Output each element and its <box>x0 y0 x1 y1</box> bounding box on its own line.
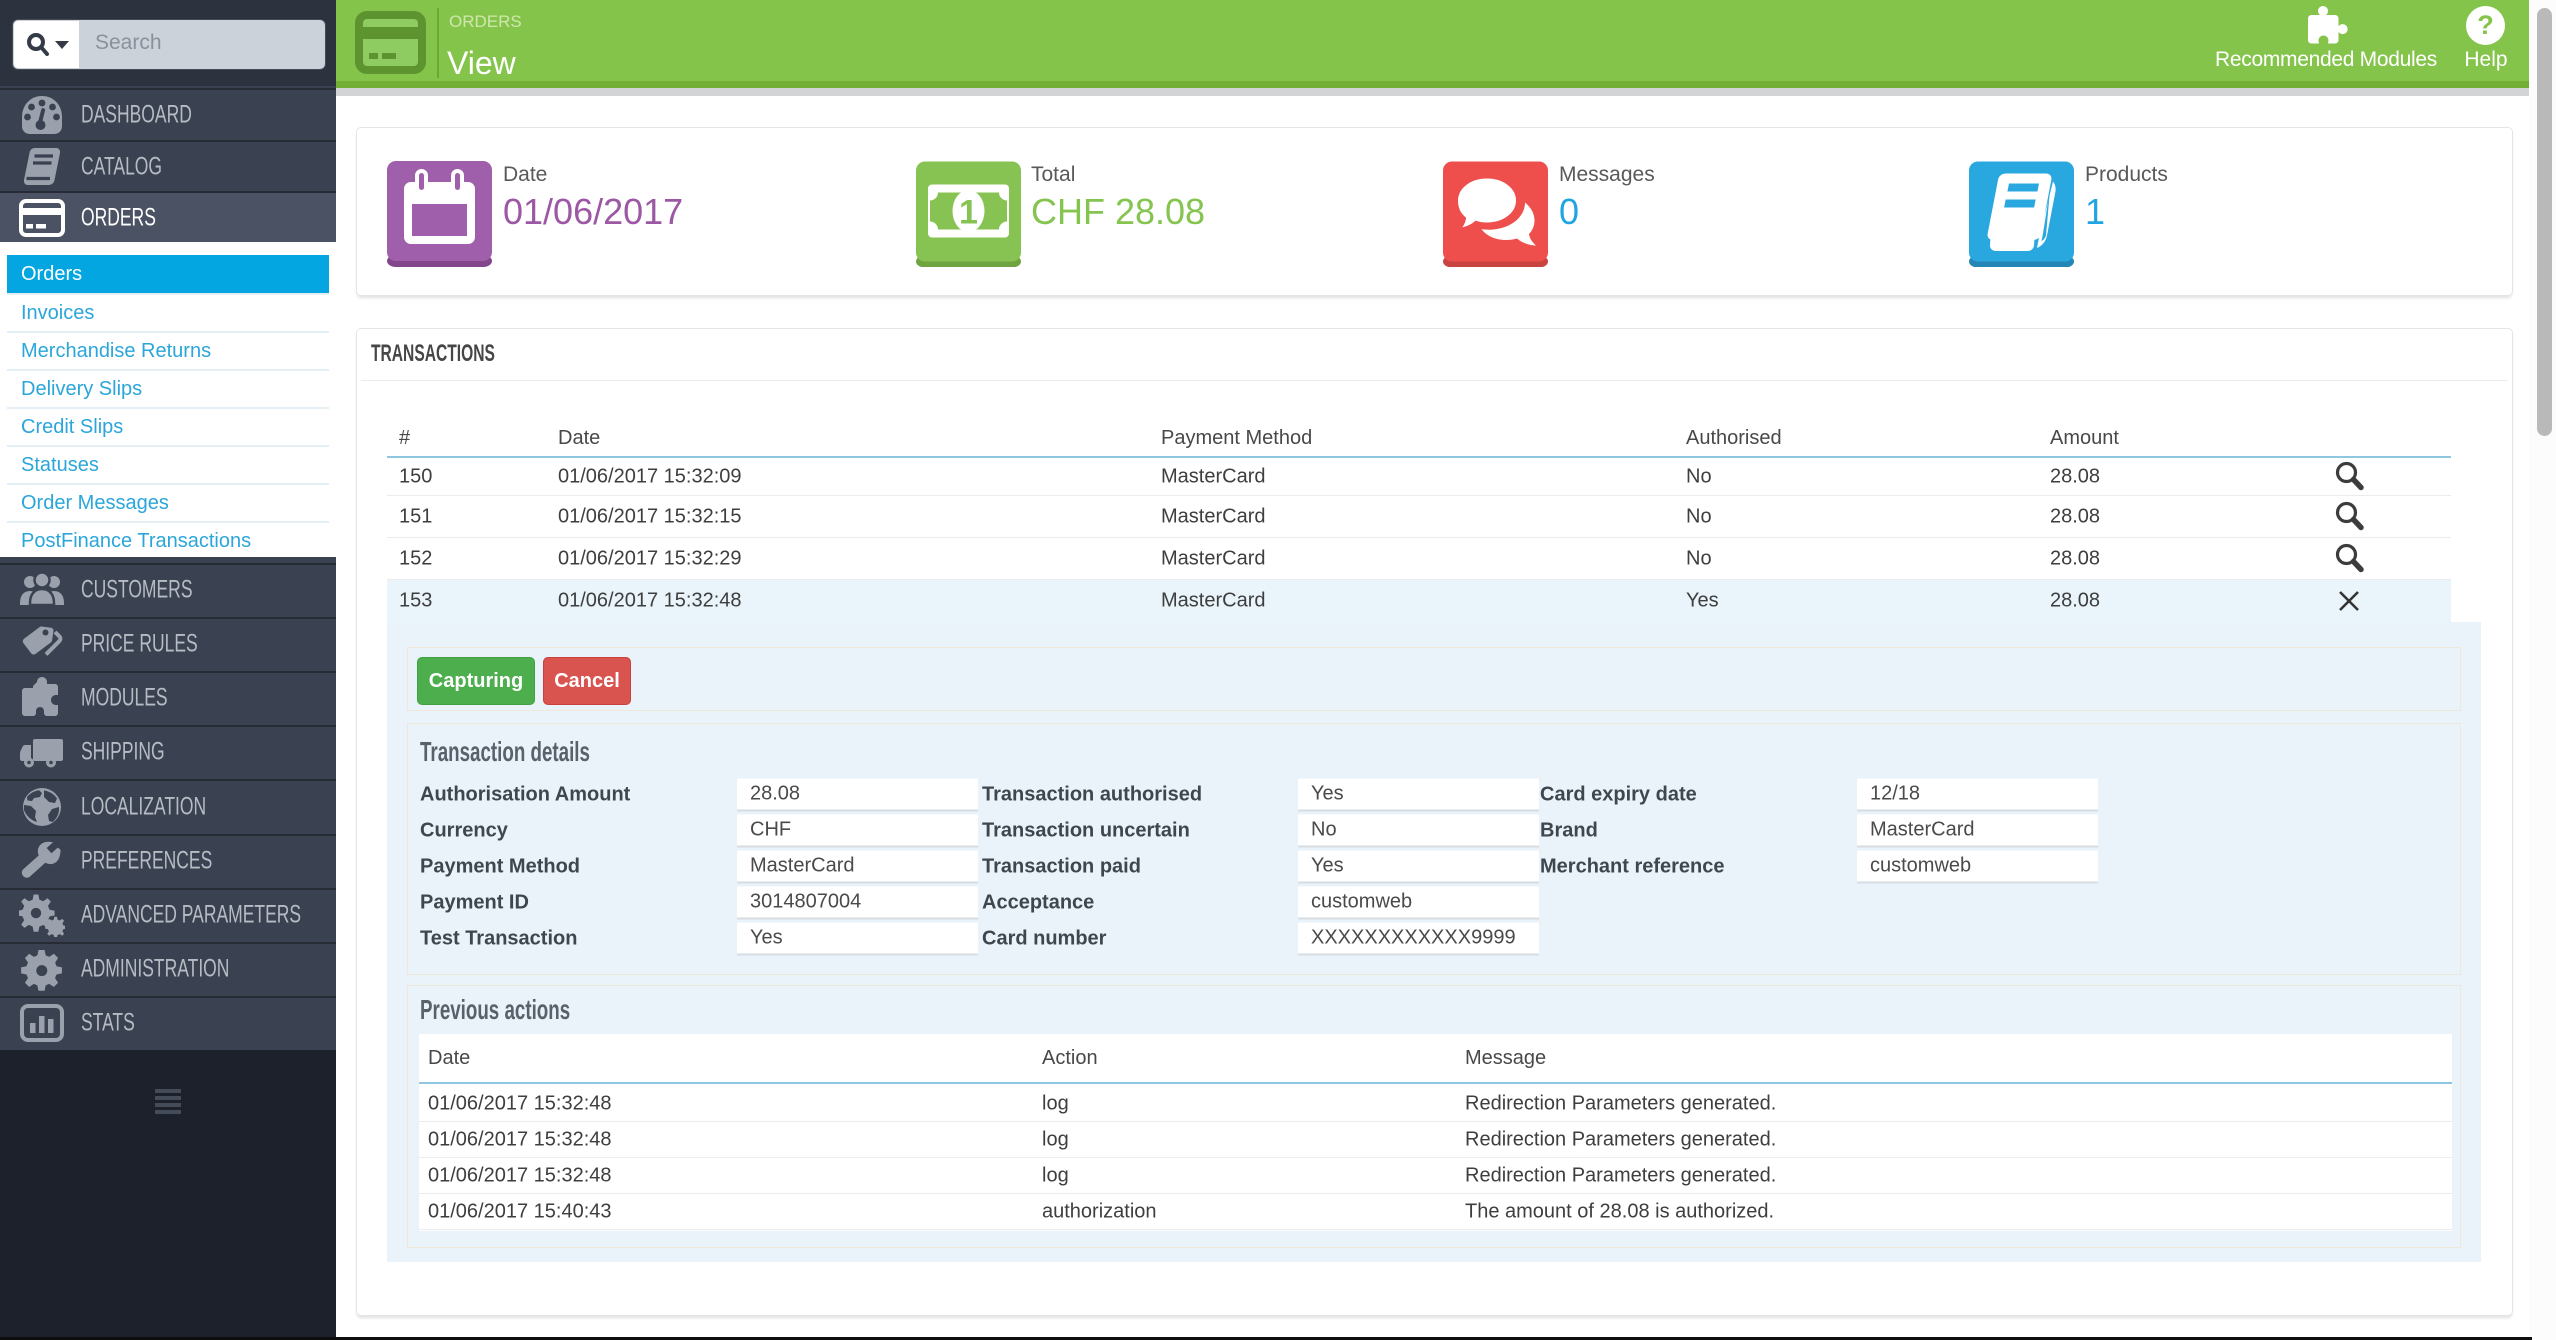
svg-text:?: ? <box>2477 10 2494 40</box>
svg-text:1: 1 <box>959 194 978 232</box>
